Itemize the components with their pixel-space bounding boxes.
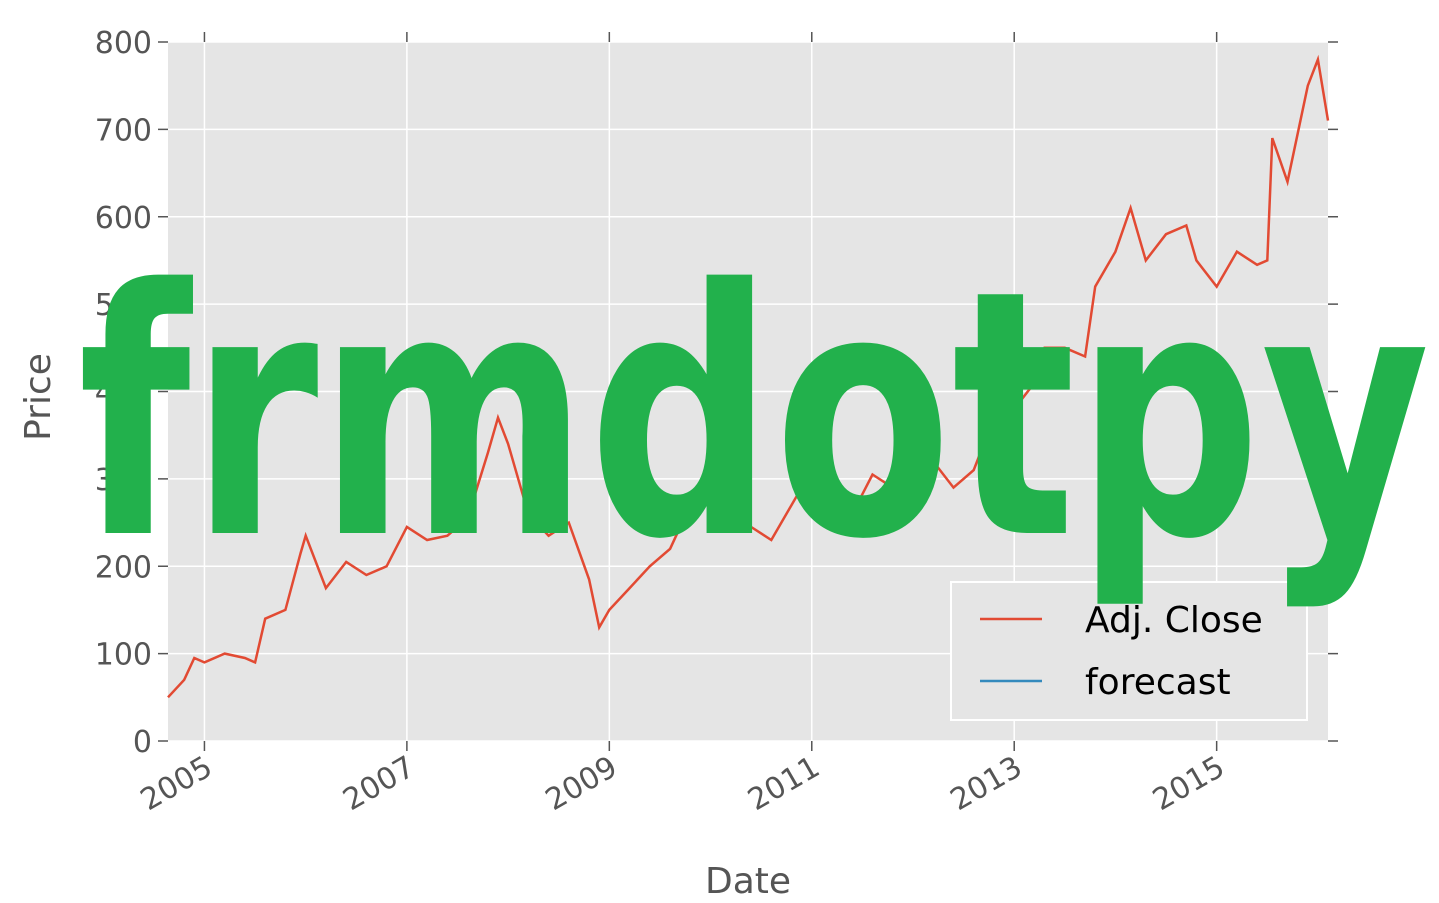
legend-label: Adj. Close [1085,600,1263,641]
data-line [167,54,1330,699]
x-tick-label: 2015 [1147,750,1231,818]
y-axis-label: Price [18,353,59,441]
legend-box [950,581,1308,721]
y-tick-label: 500 [95,288,152,323]
watermark: frmdotpy [78,218,1430,614]
y-tick-label: 200 [95,550,152,585]
y-tick-label: 300 [95,463,152,498]
x-tick-label: 2011 [742,750,826,818]
legend-label: forecast [1085,662,1231,703]
y-tick-label: 100 [95,638,152,673]
y-tick-label: 600 [95,201,152,236]
y-tick-label: 0 [133,725,152,760]
y-tick-label: 700 [95,113,152,148]
y-tick-label: 400 [95,376,152,411]
x-tick-label: 2013 [945,750,1029,818]
x-tick-label: 2009 [540,750,624,818]
x-axis-label: Date [705,861,791,902]
x-tick-label: 2007 [337,750,421,818]
y-tick-label: 800 [95,26,152,61]
